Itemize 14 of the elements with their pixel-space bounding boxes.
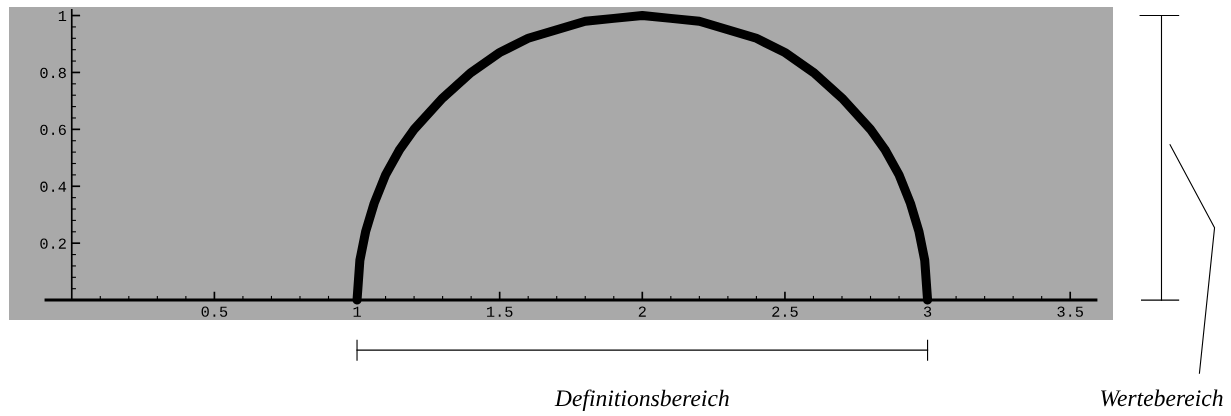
x-tick-label: 0.5 xyxy=(201,306,228,317)
x-tick-label: 3.5 xyxy=(1057,306,1083,317)
x-tick-label: 2 xyxy=(638,306,646,317)
x-tick-label: 1 xyxy=(353,306,361,317)
y-tick-label: 0.6 xyxy=(40,124,66,136)
x-tick-label: 1.5 xyxy=(487,306,513,317)
text: Wertebereich xyxy=(1100,389,1223,407)
y-tick-label: 0.4 xyxy=(40,181,67,192)
y-tick-label: 0.2 xyxy=(40,238,66,249)
y-tick-label: 0.8 xyxy=(40,67,66,79)
x-tick-label: 2.5 xyxy=(772,306,798,317)
y-tick-label: 1 xyxy=(58,11,67,22)
text: Definitionsbereich xyxy=(554,389,729,412)
x-tick-label: 3 xyxy=(923,306,932,317)
